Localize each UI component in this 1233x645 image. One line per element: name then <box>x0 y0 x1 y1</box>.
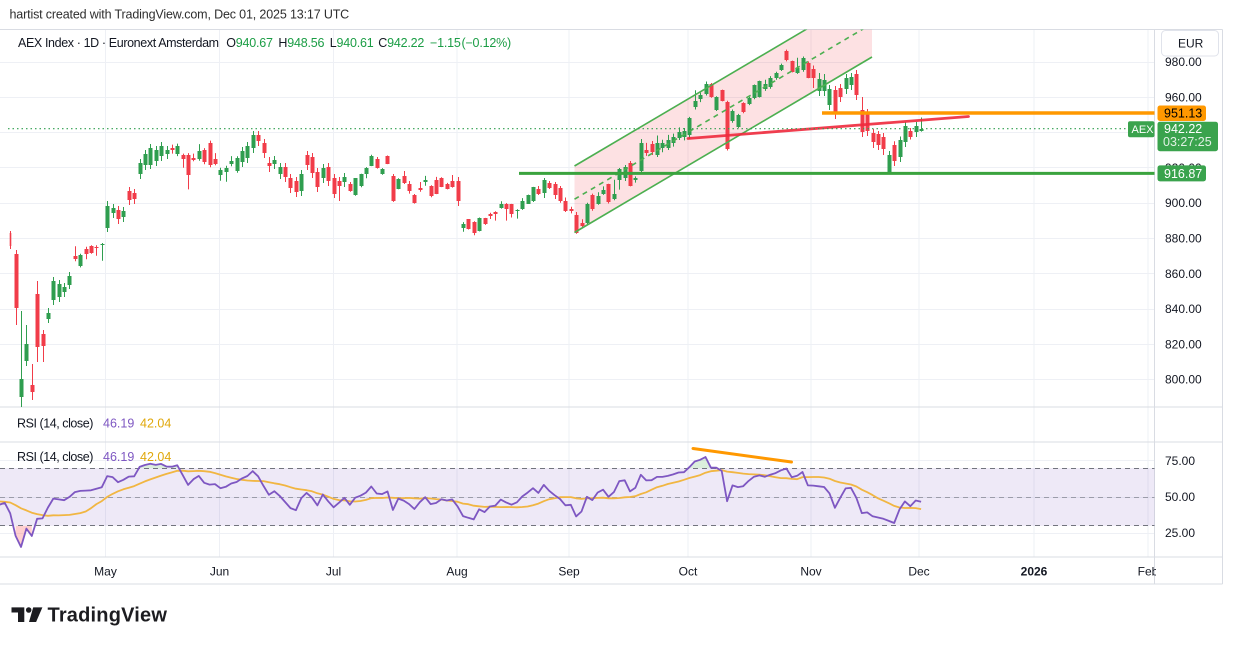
svg-text:AEX Index · 1D · Euronext Amst: AEX Index · 1D · Euronext Amsterdam <box>18 36 219 50</box>
svg-text:O940.67: O940.67 <box>226 36 273 50</box>
svg-text:75.00: 75.00 <box>1165 454 1195 468</box>
svg-text:Aug: Aug <box>446 565 467 579</box>
svg-text:Nov: Nov <box>800 565 821 579</box>
svg-text:RSI (14, close): RSI (14, close) <box>17 417 93 431</box>
svg-text:960.00: 960.00 <box>1165 90 1202 104</box>
svg-text:May: May <box>94 565 117 579</box>
svg-text:Jul: Jul <box>326 565 341 579</box>
svg-text:Dec: Dec <box>908 565 929 579</box>
svg-text:980.00: 980.00 <box>1165 55 1202 69</box>
svg-text:(−0.12%): (−0.12%) <box>462 36 512 50</box>
svg-text:TradingView: TradingView <box>48 605 168 627</box>
svg-text:860.00: 860.00 <box>1165 267 1202 281</box>
svg-text:900.00: 900.00 <box>1165 196 1202 210</box>
svg-text:C942.22: C942.22 <box>378 36 424 50</box>
svg-text:Oct: Oct <box>679 565 698 579</box>
svg-text:hartist created with TradingVi: hartist created with TradingView.com, De… <box>10 8 350 22</box>
svg-text:Jun: Jun <box>210 565 229 579</box>
svg-text:42.04: 42.04 <box>140 417 171 431</box>
svg-text:L940.61: L940.61 <box>330 36 374 50</box>
svg-text:EUR: EUR <box>1178 37 1204 51</box>
svg-text:50.00: 50.00 <box>1165 490 1195 504</box>
svg-text:46.19: 46.19 <box>103 417 134 431</box>
svg-text:Feb: Feb <box>1138 565 1159 579</box>
svg-text:25.00: 25.00 <box>1165 526 1195 540</box>
svg-text:840.00: 840.00 <box>1165 302 1202 316</box>
svg-text:820.00: 820.00 <box>1165 337 1202 351</box>
svg-text:AEX: AEX <box>1132 124 1155 136</box>
svg-text:800.00: 800.00 <box>1165 373 1202 387</box>
svg-text:Sep: Sep <box>558 565 580 579</box>
svg-text:942.22: 942.22 <box>1164 122 1202 136</box>
svg-text:951.13: 951.13 <box>1164 107 1202 121</box>
svg-text:H948.56: H948.56 <box>278 36 324 50</box>
svg-text:03:27:25: 03:27:25 <box>1163 135 1212 149</box>
svg-text:42.04: 42.04 <box>140 450 171 464</box>
svg-text:2026: 2026 <box>1021 565 1048 579</box>
svg-text:−1.15: −1.15 <box>430 36 461 50</box>
svg-text:RSI (14, close): RSI (14, close) <box>17 450 93 464</box>
svg-text:916.87: 916.87 <box>1164 167 1202 181</box>
svg-text:880.00: 880.00 <box>1165 232 1202 246</box>
svg-text:46.19: 46.19 <box>103 450 134 464</box>
